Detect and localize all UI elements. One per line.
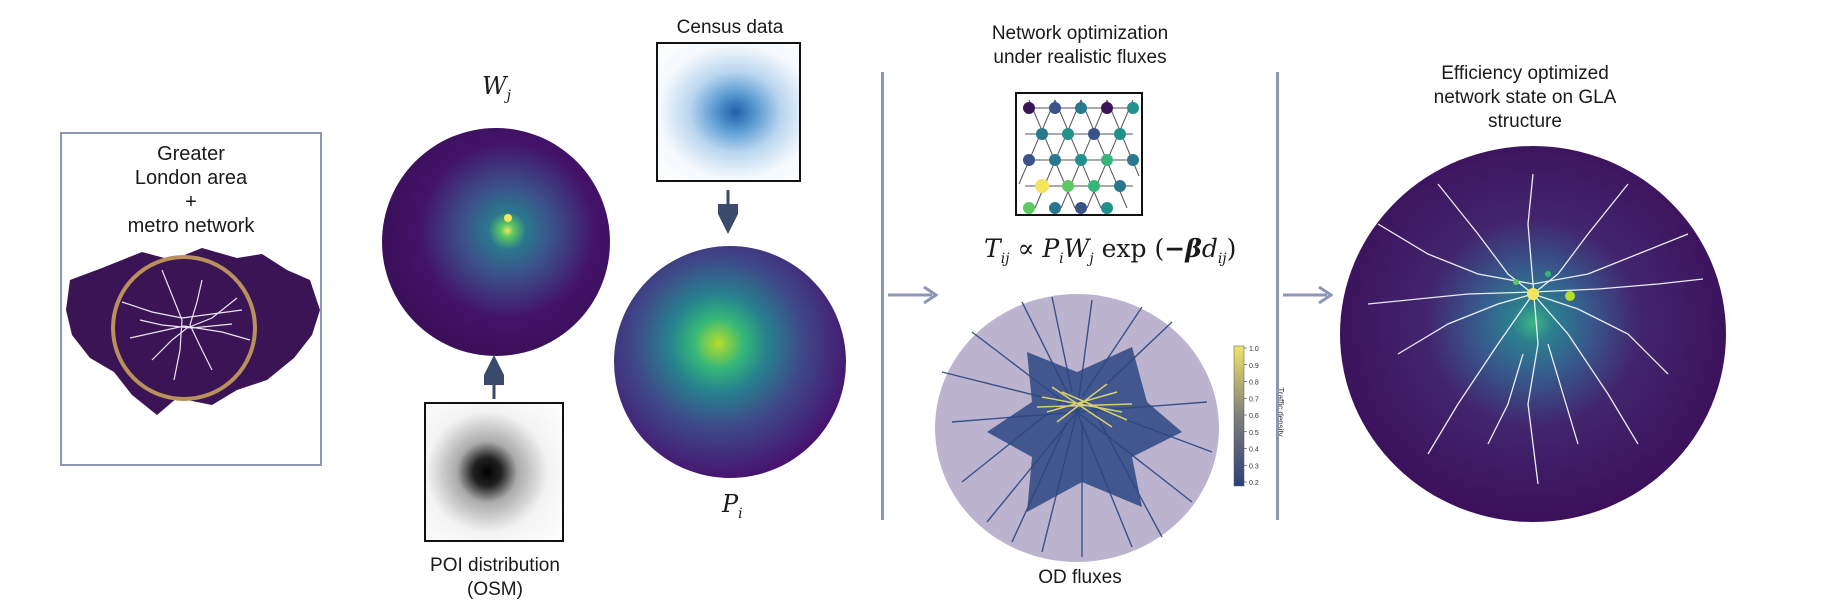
formula-T: T — [984, 234, 1001, 263]
colorbar-tick-label: 0.4 — [1249, 447, 1259, 454]
gla-circle — [111, 255, 257, 401]
wj-disc — [382, 128, 610, 356]
formula-W: W — [1063, 234, 1090, 263]
od-title: OD fluxes — [1038, 567, 1122, 588]
gla-map — [66, 248, 320, 415]
od-colorbar: 1.0 0.9 0.8 0.7 0.6 0.5 0.4 0.3 0.2 Traffic dens… — [1233, 345, 1285, 487]
result-title-line-2: network state on GLA — [1433, 87, 1617, 108]
wj-symbol: W — [482, 72, 507, 100]
gla-panel: Greater London area + metro network — [60, 132, 322, 466]
census-image — [656, 42, 801, 182]
divider-left-arrow — [888, 285, 938, 305]
pi-map — [614, 246, 846, 478]
colorbar-tick-label: 0.2 — [1249, 480, 1259, 487]
colorbar-tick-label: 1.0 — [1249, 346, 1259, 353]
formula-exp: exp — [1093, 234, 1155, 263]
result-map — [1340, 146, 1726, 522]
gla-title-line-4: metro network — [127, 215, 255, 237]
pi-symbol: P — [722, 490, 739, 518]
wj-label: Wj — [482, 72, 511, 104]
result-title-line-3: structure — [1488, 111, 1562, 132]
colorbar-ticks: 1.0 0.9 0.8 0.7 0.6 0.5 0.4 0.3 0.2 — [1244, 346, 1259, 487]
colorbar-tick-label: 0.5 — [1249, 430, 1259, 437]
pi-subscript: i — [738, 505, 743, 522]
colorbar-tick-label: 0.3 — [1249, 463, 1259, 470]
result-title: Efficiency optimized network state on GL… — [1400, 62, 1650, 134]
formula-d: d — [1201, 234, 1218, 263]
poi-title-line-2: (OSM) — [467, 579, 523, 600]
formula-minus-beta: −β — [1164, 234, 1202, 263]
optimization-title: Network optimization under realistic flu… — [950, 22, 1210, 70]
result-disc — [1340, 146, 1726, 522]
divider-left — [881, 72, 884, 520]
divider-right — [1276, 72, 1279, 520]
colorbar-tick-label: 0.9 — [1249, 363, 1259, 370]
colorbar-tick-label: 0.7 — [1249, 396, 1259, 403]
gravity-formula: Tij ∝ PiWj exp (−βdij) — [984, 234, 1237, 267]
pi-label: Pi — [722, 490, 743, 522]
colorbar-gradient — [1233, 345, 1245, 487]
gla-title-line-1: Greater — [157, 143, 225, 165]
pi-disc — [614, 246, 846, 478]
formula-P-sub: i — [1059, 251, 1064, 267]
formula-d-sub: ij — [1217, 251, 1227, 267]
poi-title-line-1: POI distribution — [430, 555, 560, 576]
formula-T-sub: ij — [1000, 251, 1010, 267]
poi-title: POI distribution (OSM) — [410, 554, 580, 602]
colorbar-label: Traffic density — [1276, 387, 1285, 436]
gla-metro-network — [121, 269, 251, 381]
census-to-pi-arrow — [718, 190, 738, 234]
formula-W-sub: j — [1089, 251, 1094, 267]
colorbar-tick-label: 0.6 — [1249, 413, 1259, 420]
wj-hotspot — [504, 214, 512, 222]
poi-to-wj-arrow — [484, 355, 504, 399]
poi-image — [424, 402, 564, 542]
od-flux-map — [935, 294, 1219, 562]
gla-title: Greater London area + metro network — [62, 142, 320, 238]
gla-title-line-2: London area — [134, 167, 248, 189]
result-title-line-1: Efficiency optimized — [1441, 63, 1609, 84]
optimization-title-line-1: Network optimization — [991, 23, 1169, 44]
lattice-image — [1015, 92, 1143, 216]
od-flux-core — [987, 347, 1182, 512]
formula-P: P — [1042, 234, 1060, 263]
optimization-title-line-2: under realistic fluxes — [993, 47, 1167, 68]
divider-right-arrow — [1283, 285, 1333, 305]
wj-subscript: j — [506, 87, 512, 104]
od-flux-high — [1036, 383, 1133, 428]
census-title: Census data — [676, 17, 784, 38]
result-hotspots — [1513, 271, 1575, 301]
formula-propto: ∝ — [1009, 234, 1043, 263]
colorbar-tick-label: 0.8 — [1249, 380, 1259, 387]
wj-map — [382, 128, 610, 356]
gla-title-line-3: + — [185, 191, 197, 213]
